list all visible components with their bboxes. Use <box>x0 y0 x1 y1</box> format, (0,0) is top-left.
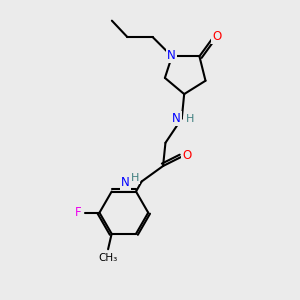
Text: CH₃: CH₃ <box>98 253 118 262</box>
Text: N: N <box>172 112 181 125</box>
Text: H: H <box>186 114 194 124</box>
Text: F: F <box>75 206 81 219</box>
Text: N: N <box>121 176 130 189</box>
Text: H: H <box>131 173 139 183</box>
Text: N: N <box>167 49 176 62</box>
Text: O: O <box>182 149 191 162</box>
Text: O: O <box>212 30 221 43</box>
